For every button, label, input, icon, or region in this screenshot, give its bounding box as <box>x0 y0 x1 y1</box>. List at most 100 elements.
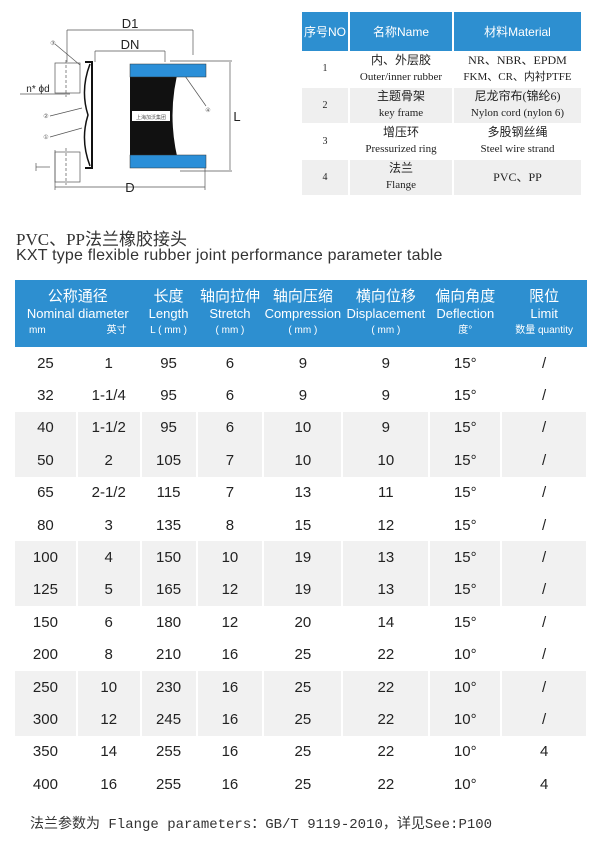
cell-stretch: 6 <box>196 411 265 445</box>
cell-stretch: 12 <box>196 573 265 607</box>
cell-limit: / <box>501 638 588 671</box>
cell-deflection: 15° <box>429 379 503 412</box>
cell-nominal-mm: 50 <box>15 444 78 477</box>
cell-limit: / <box>501 379 588 412</box>
cell-length: 210 <box>140 638 198 671</box>
callout-3: ③ <box>50 40 55 47</box>
callout-4: ④ <box>205 107 210 114</box>
cell-deflection: 15° <box>429 476 503 509</box>
cell-displacement: 10 <box>342 444 431 477</box>
table-row: 65 2-1/2 115 7 13 11 15° / <box>15 476 588 509</box>
cell-nominal-inch: 6 <box>76 606 142 639</box>
cell-compression: 25 <box>263 735 344 769</box>
header-limit: 限位 Limit 数量 quantity <box>501 280 587 347</box>
cell-nominal-mm: 350 <box>15 735 78 769</box>
cell-nominal-inch: 1-1/4 <box>76 379 142 412</box>
cell-length: 165 <box>140 573 198 607</box>
cell-compression: 13 <box>263 476 344 509</box>
cell-nominal-mm: 80 <box>15 508 78 542</box>
callout-2: ② <box>43 113 48 120</box>
header-name: 名称Name <box>349 12 454 51</box>
table-row: 80 3 135 8 15 12 15° / <box>15 508 588 542</box>
cell-nominal-inch: 12 <box>76 703 142 736</box>
cell-stretch: 7 <box>196 444 265 477</box>
cell-stretch: 12 <box>196 606 265 639</box>
cell-nominal-mm: 65 <box>15 476 78 509</box>
cell-displacement: 9 <box>342 379 431 412</box>
cell-stretch: 16 <box>196 703 265 736</box>
cell-nominal-mm: 300 <box>15 703 78 736</box>
cell-displacement: 13 <box>342 573 431 607</box>
cell-stretch: 16 <box>196 638 265 671</box>
part-material: 多股钢丝绳 Steel wire strand <box>453 123 583 160</box>
cell-compression: 9 <box>263 347 344 380</box>
cell-deflection: 15° <box>429 541 503 574</box>
table-row: 200 8 210 16 25 22 10° / <box>15 638 588 671</box>
cell-limit: / <box>501 347 588 380</box>
cell-displacement: 22 <box>342 638 431 671</box>
cell-deflection: 10° <box>429 735 503 769</box>
label-dn: DN <box>121 37 140 52</box>
cell-displacement: 12 <box>342 508 431 542</box>
cell-nominal-inch: 1 <box>76 347 142 380</box>
cell-limit: / <box>501 411 588 445</box>
cell-stretch: 16 <box>196 735 265 769</box>
part-name: 增压环 Pressurized ring <box>349 123 454 160</box>
page-title: PVC、PP法兰橡胶接头 <box>16 230 187 249</box>
cell-length: 95 <box>140 347 198 380</box>
cell-limit: / <box>501 444 588 477</box>
cell-stretch: 6 <box>196 379 265 412</box>
label-d1: D1 <box>122 16 139 31</box>
cell-deflection: 10° <box>429 703 503 736</box>
cell-stretch: 7 <box>196 476 265 509</box>
cell-length: 135 <box>140 508 198 542</box>
cell-limit: / <box>501 476 588 509</box>
part-name: 内、外层胶 Outer/inner rubber <box>349 51 454 88</box>
part-material: NR、NBR、EPDM FKM、CR、内衬PTFE <box>453 51 583 88</box>
cell-displacement: 22 <box>342 670 431 704</box>
cell-stretch: 16 <box>196 768 265 801</box>
cell-length: 180 <box>140 606 198 639</box>
cell-limit: / <box>501 670 588 704</box>
table-row: 50 2 105 7 10 10 15° / <box>15 444 588 477</box>
parts-row: 2 主题骨架 key frame 尼龙帘布(锦纶6) Nylon cord (nylon… <box>302 87 583 124</box>
cell-length: 105 <box>140 444 198 477</box>
header-deflection: 偏向角度 Deflection 度° <box>429 280 502 347</box>
cell-nominal-mm: 32 <box>15 379 78 412</box>
part-no: 3 <box>302 123 350 160</box>
cell-deflection: 15° <box>429 573 503 607</box>
table-row: 40 1-1/2 95 6 10 9 15° / <box>15 411 588 445</box>
rubber-joint-diagram: 上海加沃集团 ③ ② ① ④ D1 DN D L n* ϕd <box>20 16 241 195</box>
cell-limit: 4 <box>501 735 588 769</box>
cell-displacement: 9 <box>342 411 431 445</box>
cell-limit: 4 <box>501 768 588 801</box>
cell-deflection: 15° <box>429 347 503 380</box>
cell-nominal-inch: 2-1/2 <box>76 476 142 509</box>
cell-displacement: 14 <box>342 606 431 639</box>
label-bolt-hole: n* ϕd <box>26 84 49 95</box>
cell-length: 255 <box>140 735 198 769</box>
cell-length: 95 <box>140 379 198 412</box>
cell-deflection: 15° <box>429 606 503 639</box>
cell-deflection: 15° <box>429 508 503 542</box>
part-material: PVC、PP <box>453 159 583 196</box>
cell-nominal-inch: 5 <box>76 573 142 607</box>
parts-row: 4 法兰 Flange PVC、PP <box>302 159 583 196</box>
label-d: D <box>125 180 134 195</box>
table-row: 125 5 165 12 19 13 15° / <box>15 573 588 607</box>
parts-row: 3 增压环 Pressurized ring 多股钢丝绳 Steel wire stra… <box>302 123 583 160</box>
cell-compression: 10 <box>263 444 344 477</box>
cell-displacement: 11 <box>342 476 431 509</box>
cell-length: 95 <box>140 411 198 445</box>
cell-limit: / <box>501 573 588 607</box>
cell-nominal-mm: 100 <box>15 541 78 574</box>
cell-compression: 10 <box>263 411 344 445</box>
part-name: 主题骨架 key frame <box>349 87 454 124</box>
label-l: L <box>233 109 240 124</box>
table-row: 150 6 180 12 20 14 15° / <box>15 606 588 639</box>
cell-nominal-mm: 25 <box>15 347 78 380</box>
cell-nominal-inch: 1-1/2 <box>76 411 142 445</box>
part-no: 1 <box>302 51 350 88</box>
table-row: 350 14 255 16 25 22 10° 4 <box>15 735 588 769</box>
header-length: 长度 Length L ( mm ) <box>140 280 197 347</box>
